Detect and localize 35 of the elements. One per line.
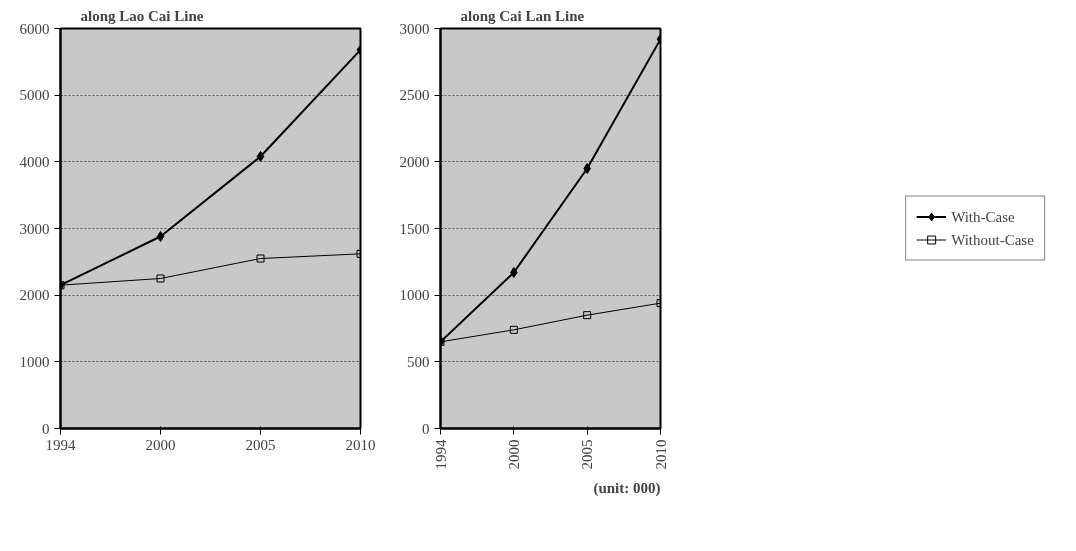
point — [510, 267, 518, 278]
y-tick-label: 0 — [422, 420, 430, 437]
x-tick-label: 1994 — [432, 439, 449, 470]
x-tick-label: 2010 — [345, 436, 376, 453]
x-tick-label: 2000 — [505, 439, 522, 470]
x-tick-label: 2010 — [652, 439, 669, 470]
point — [583, 311, 592, 320]
y-tick-label: 6000 — [19, 20, 50, 37]
y-tick-label: 2000 — [399, 153, 430, 170]
y-tick-label: 4000 — [19, 153, 50, 170]
x-tick-label: 2005 — [579, 439, 596, 470]
point — [583, 163, 591, 174]
x-tick-label: 2000 — [145, 436, 176, 453]
chart-title: along Cai Lan Line — [460, 7, 585, 24]
y-tick-label: 2500 — [399, 87, 430, 104]
y-tick-label: 3000 — [19, 220, 50, 237]
x-tick-label: 1994 — [45, 436, 76, 453]
text: (unit: 000) — [593, 479, 661, 497]
y-tick-label: 5000 — [19, 87, 50, 104]
y-tick-label: 1000 — [399, 287, 430, 304]
y-tick-label: 3000 — [399, 20, 430, 37]
point — [156, 274, 165, 283]
legend-label: With-Case — [951, 208, 1015, 225]
x-tick-label: 2005 — [245, 436, 276, 453]
point — [156, 231, 165, 242]
y-tick-label: 2000 — [19, 287, 50, 304]
point — [256, 151, 265, 162]
point — [509, 325, 518, 334]
y-tick-label: 1000 — [19, 353, 50, 370]
chart-title: along Lao Cai Line — [80, 7, 204, 24]
y-tick-label: 1500 — [399, 220, 430, 237]
y-tick-label: 0 — [42, 420, 50, 437]
point — [256, 254, 265, 263]
legend-label: Without-Case — [951, 231, 1034, 248]
y-tick-label: 500 — [407, 353, 430, 370]
